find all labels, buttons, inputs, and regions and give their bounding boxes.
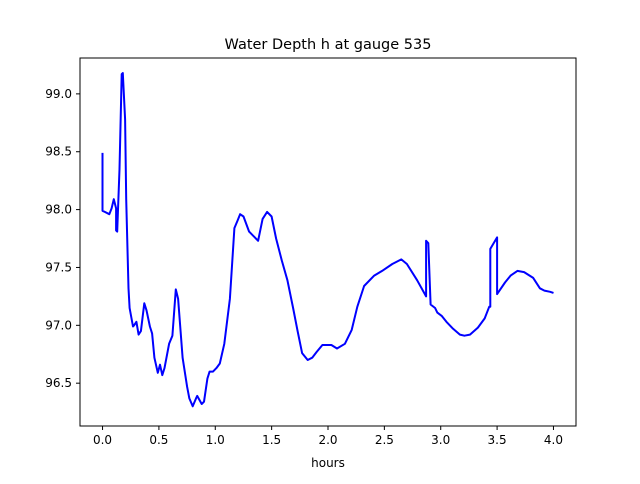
y-tick-label: 98.0 (45, 203, 72, 217)
chart-title: Water Depth h at gauge 535 (225, 37, 432, 53)
x-tick-label: 2.0 (318, 433, 337, 447)
y-tick-label: 99.0 (45, 87, 72, 101)
x-tick-label: 0.5 (149, 433, 168, 447)
x-tick-label: 3.0 (431, 433, 450, 447)
x-axis-label: hours (311, 456, 345, 470)
y-tick-label: 97.5 (45, 260, 72, 274)
x-tick-label: 3.5 (488, 433, 507, 447)
y-tick-label: 96.5 (45, 376, 72, 390)
x-tick-label: 1.0 (206, 433, 225, 447)
y-tick-label: 98.5 (45, 145, 72, 159)
x-tick-label: 0.0 (93, 433, 112, 447)
x-axis: 0.0 0.5 1.0 1.5 2.0 2.5 3.0 3.5 4.0 (93, 426, 563, 447)
x-tick-label: 4.0 (544, 433, 563, 447)
plot-area-frame (79, 57, 577, 427)
x-tick-label: 1.5 (262, 433, 281, 447)
x-tick-label: 2.5 (375, 433, 394, 447)
y-tick-label: 97.0 (45, 318, 72, 332)
series-line-h (101, 72, 554, 408)
y-axis: 96.5 97.0 97.5 98.0 98.5 99.0 (45, 87, 80, 390)
